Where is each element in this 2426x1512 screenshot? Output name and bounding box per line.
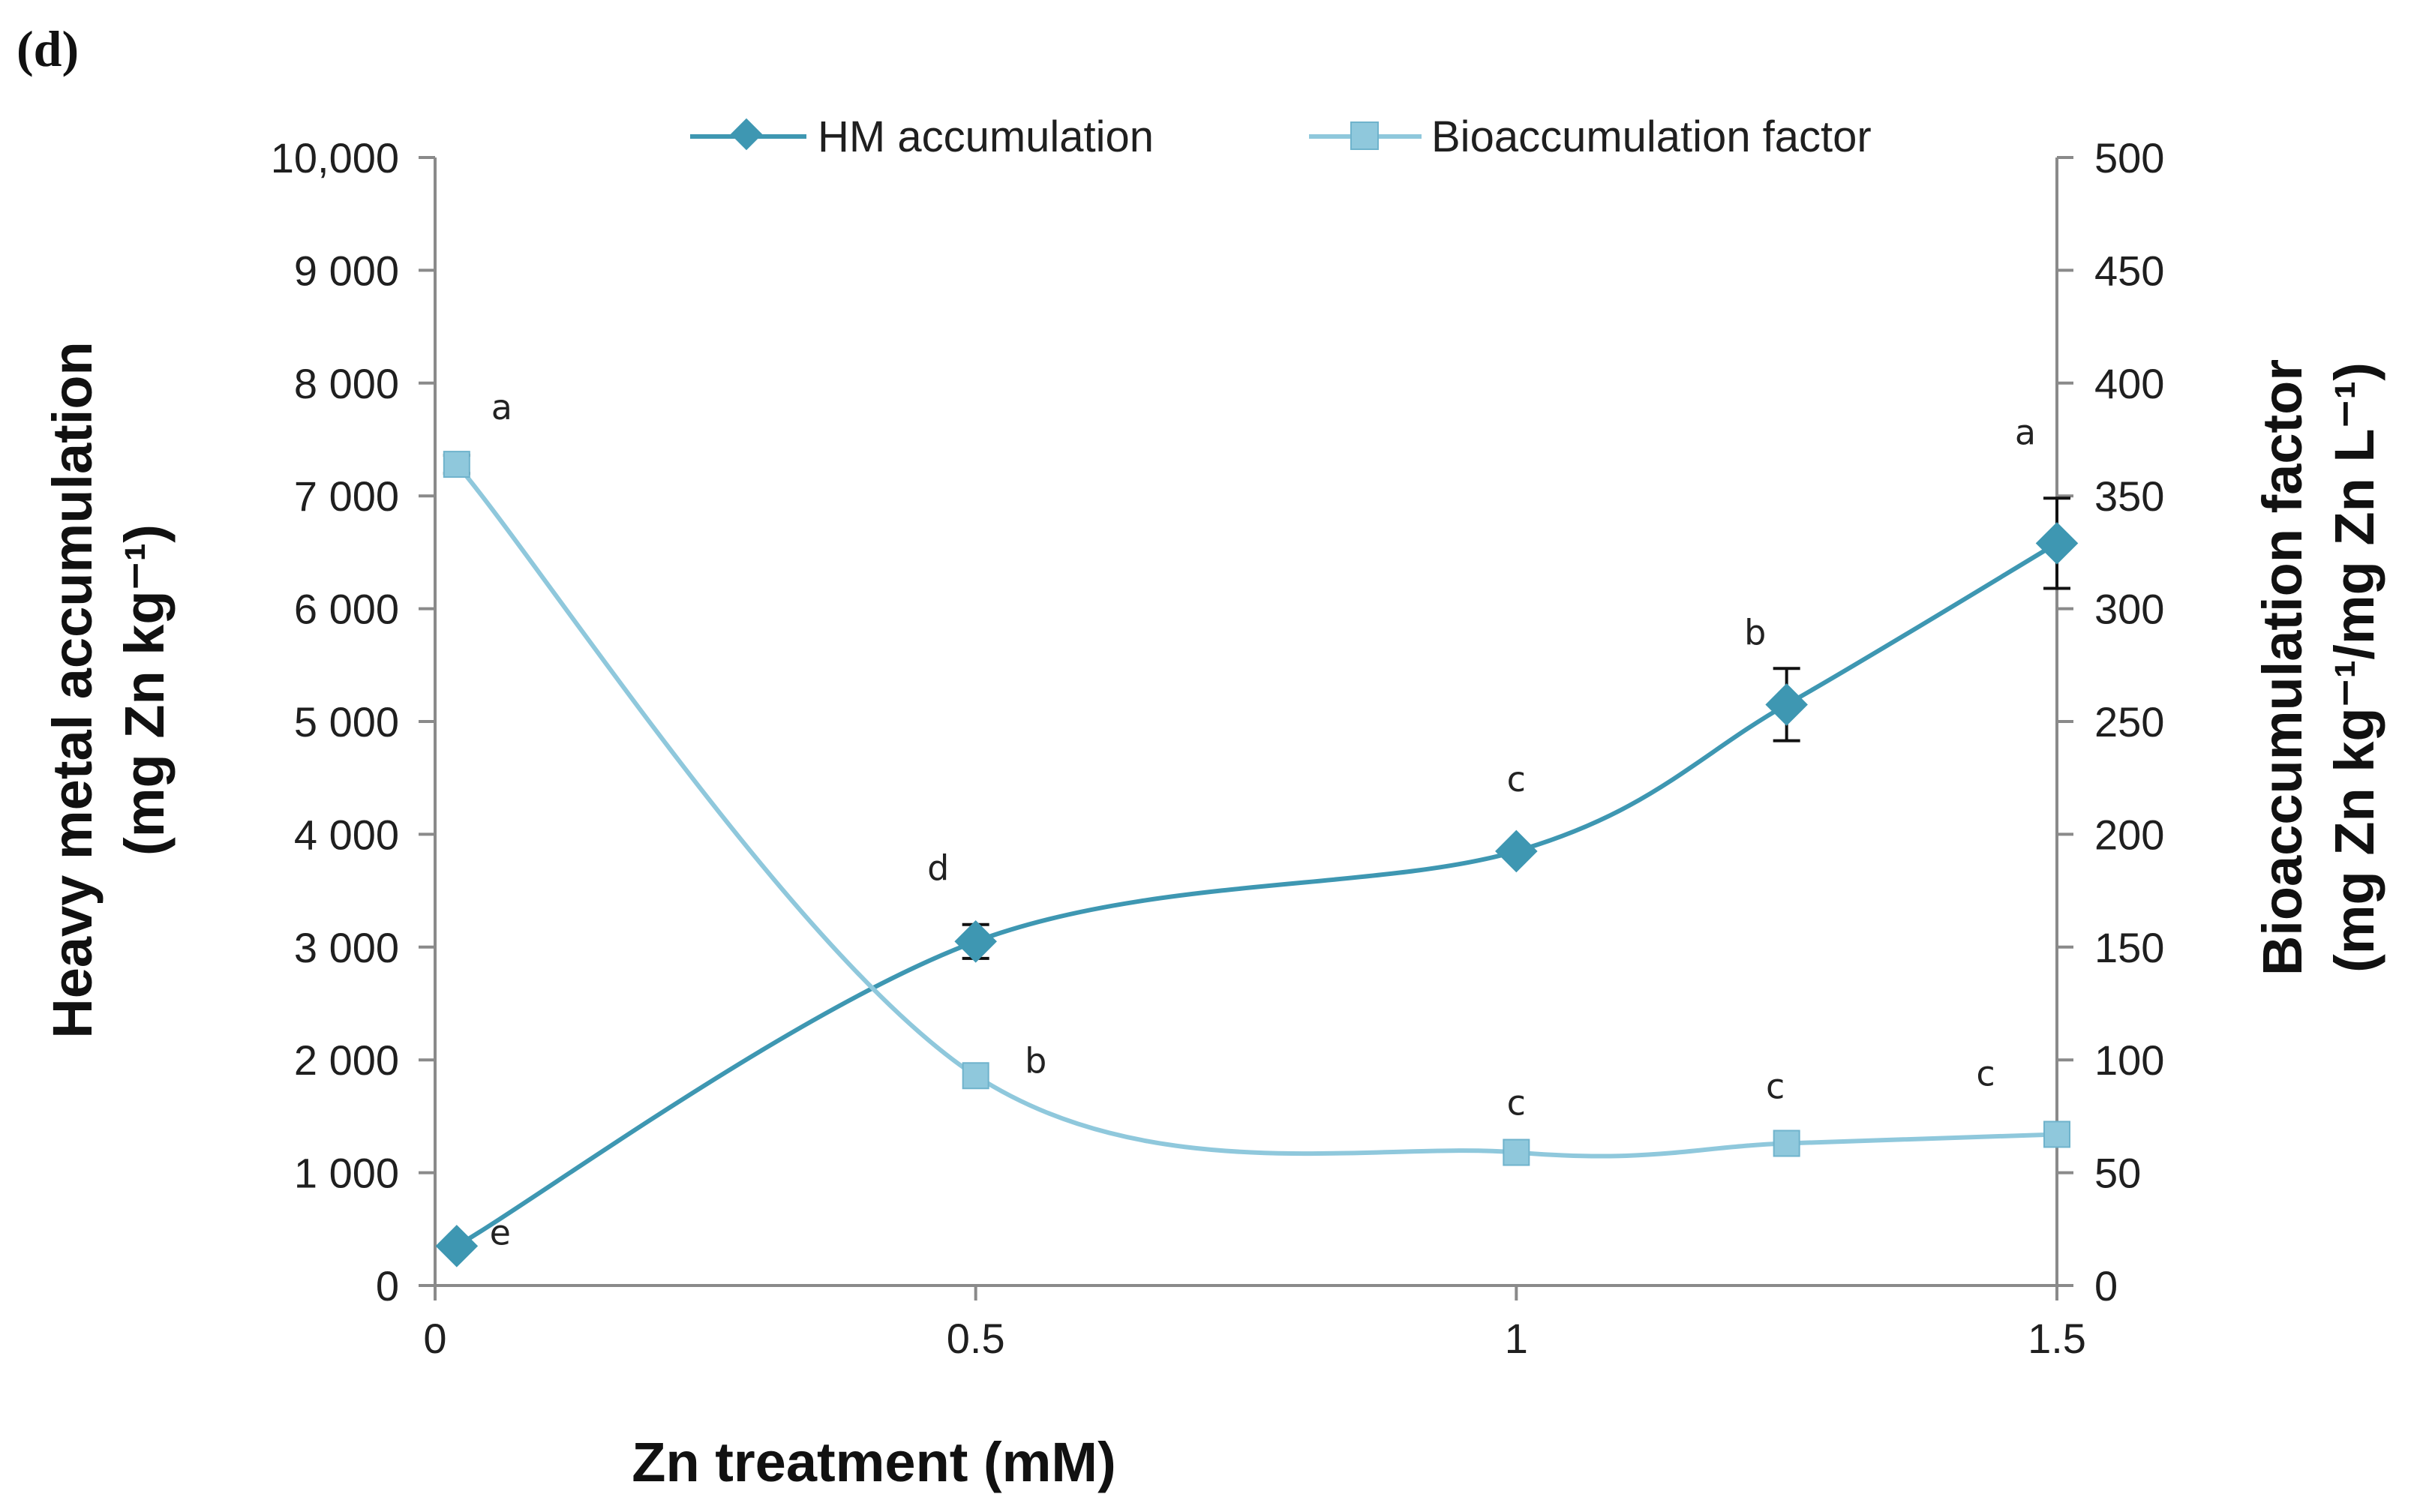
left-axis-title-line2: (mg Zn kg⁻¹)	[113, 524, 176, 856]
significance-label: a	[491, 387, 512, 428]
x-tick-label: 1	[1505, 1315, 1528, 1362]
x-tick-label: 0.5	[947, 1315, 1005, 1362]
series-line	[455, 541, 2058, 1248]
left-tick-label: 3 000	[294, 924, 399, 971]
series-bioaccumulation-factor: a b c c c	[443, 387, 2070, 1166]
right-tick-label: 150	[2094, 924, 2164, 971]
left-tick-label: 10,000	[271, 134, 399, 182]
left-axis-title: Heavy metal accumulation (mg Zn kg⁻¹)	[41, 341, 176, 1038]
significance-label: a	[2015, 412, 2036, 452]
legend-item-bioaccumulation-factor: Bioaccumulation factor	[1309, 112, 1872, 161]
legend: HM accumulation Bioaccumulation factor	[690, 112, 1872, 161]
left-tick-label: 9 000	[294, 247, 399, 294]
significance-label: c	[1976, 1053, 1995, 1094]
right-tick-label: 100	[2094, 1036, 2164, 1084]
left-tick-label: 5 000	[294, 698, 399, 746]
x-axis-title: Zn treatment (mM)	[632, 1431, 1115, 1493]
data-point-diamond	[954, 920, 997, 963]
right-axis-ticks: 0 50 100 150 200 250 300 350 400 450 500	[2057, 134, 2164, 1310]
data-point-square	[1773, 1130, 1800, 1157]
significance-label: c	[1507, 759, 1526, 800]
left-tick-label: 1 000	[294, 1150, 399, 1197]
panel-label: (d)	[17, 20, 79, 77]
legend-label-bf: Bioaccumulation factor	[1431, 112, 1872, 161]
significance-label: d	[927, 848, 949, 888]
right-tick-label: 300	[2094, 586, 2164, 633]
right-tick-label: 0	[2094, 1262, 2118, 1310]
left-tick-label: 2 000	[294, 1036, 399, 1084]
right-tick-label: 200	[2094, 811, 2164, 858]
series-layer: e d c b a a b c c c	[435, 387, 2079, 1268]
x-tick-label: 0	[423, 1315, 446, 1362]
data-point-square	[1503, 1138, 1530, 1166]
right-axis-title: Bioaccumulation factor (mg Zn kg⁻¹/mg Zn…	[2251, 359, 2385, 976]
series-hm-accumulation: e d c b a	[435, 412, 2079, 1268]
data-point-diamond	[1495, 830, 1538, 873]
legend-marker-square	[1350, 122, 1379, 150]
x-axis-ticks: 0 0.5 1 1.5	[423, 1286, 2086, 1362]
significance-label: c	[1766, 1066, 1785, 1106]
left-tick-label: 6 000	[294, 586, 399, 633]
data-point-square	[2043, 1120, 2070, 1148]
right-tick-label: 350	[2094, 472, 2164, 520]
data-point-diamond	[2035, 522, 2079, 565]
axes	[434, 158, 2058, 1287]
data-point-diamond	[1765, 683, 1808, 726]
left-tick-label: 7 000	[294, 472, 399, 520]
left-tick-label: 8 000	[294, 360, 399, 407]
right-axis-title-line2: (mg Zn kg⁻¹/mg Zn L⁻¹)	[2323, 362, 2385, 973]
left-tick-label: 4 000	[294, 811, 399, 858]
significance-label: c	[1507, 1083, 1526, 1124]
data-point-diamond	[435, 1225, 479, 1268]
left-axis-ticks: 0 1 000 2 000 3 000 4 000 5 000 6 000 7 000 8 00…	[271, 134, 435, 1310]
right-tick-label: 450	[2094, 247, 2164, 294]
significance-label: b	[1744, 612, 1766, 652]
series-line	[455, 463, 2058, 1159]
data-point-square	[962, 1062, 989, 1090]
right-tick-label: 400	[2094, 360, 2164, 407]
significance-label: e	[490, 1212, 511, 1252]
data-point-square	[443, 451, 470, 478]
x-tick-label: 1.5	[2028, 1315, 2086, 1362]
legend-label-hm: HM accumulation	[818, 112, 1154, 161]
right-axis-title-line1: Bioaccumulation factor	[2251, 359, 2313, 976]
left-tick-label: 0	[376, 1262, 399, 1310]
left-axis-title-line1: Heavy metal accumulation	[41, 341, 104, 1038]
right-tick-label: 250	[2094, 698, 2164, 746]
legend-marker-diamond	[730, 118, 763, 151]
right-tick-label: 500	[2094, 134, 2164, 182]
right-tick-label: 50	[2094, 1150, 2141, 1197]
significance-label: b	[1025, 1040, 1046, 1081]
legend-item-hm-accumulation: HM accumulation	[690, 112, 1154, 161]
